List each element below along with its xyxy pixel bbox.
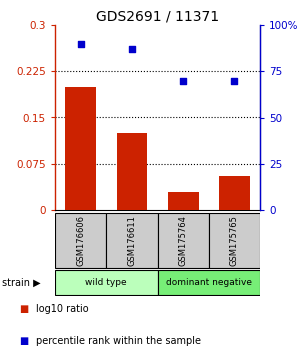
Bar: [116, 133, 147, 210]
Text: GSM175764: GSM175764: [178, 215, 188, 266]
Bar: [106, 213, 158, 268]
Text: ■: ■: [20, 304, 28, 314]
Bar: [65, 87, 96, 210]
Point: [232, 78, 237, 83]
Text: GSM176606: GSM176606: [76, 215, 85, 266]
Text: strain ▶: strain ▶: [2, 278, 40, 288]
Text: percentile rank within the sample: percentile rank within the sample: [36, 336, 201, 346]
Bar: [219, 176, 250, 210]
Bar: [55, 270, 158, 295]
Bar: [158, 213, 209, 268]
Bar: [209, 213, 260, 268]
Bar: [168, 192, 199, 210]
Text: wild type: wild type: [85, 278, 127, 287]
Text: ■: ■: [20, 336, 28, 346]
Title: GDS2691 / 11371: GDS2691 / 11371: [96, 10, 219, 24]
Text: log10 ratio: log10 ratio: [36, 304, 88, 314]
Text: GSM176611: GSM176611: [128, 215, 136, 266]
Text: GSM175765: GSM175765: [230, 215, 239, 266]
Bar: [55, 213, 106, 268]
Point: [181, 78, 185, 83]
Text: dominant negative: dominant negative: [166, 278, 252, 287]
Point: [130, 46, 134, 52]
Bar: [158, 270, 260, 295]
Point: [78, 41, 83, 46]
